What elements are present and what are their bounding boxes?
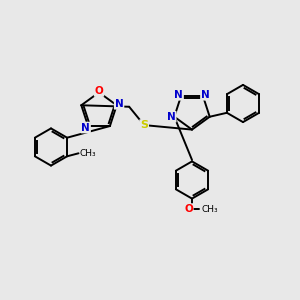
Text: N: N [201,90,210,100]
Text: CH₃: CH₃ [202,205,218,214]
Text: N: N [174,90,183,100]
Text: S: S [140,120,148,130]
Text: N: N [115,99,124,109]
Text: CH₃: CH₃ [80,149,96,158]
Text: N: N [81,122,90,133]
Text: O: O [94,86,103,96]
Text: O: O [184,204,193,214]
Text: N: N [167,112,176,122]
